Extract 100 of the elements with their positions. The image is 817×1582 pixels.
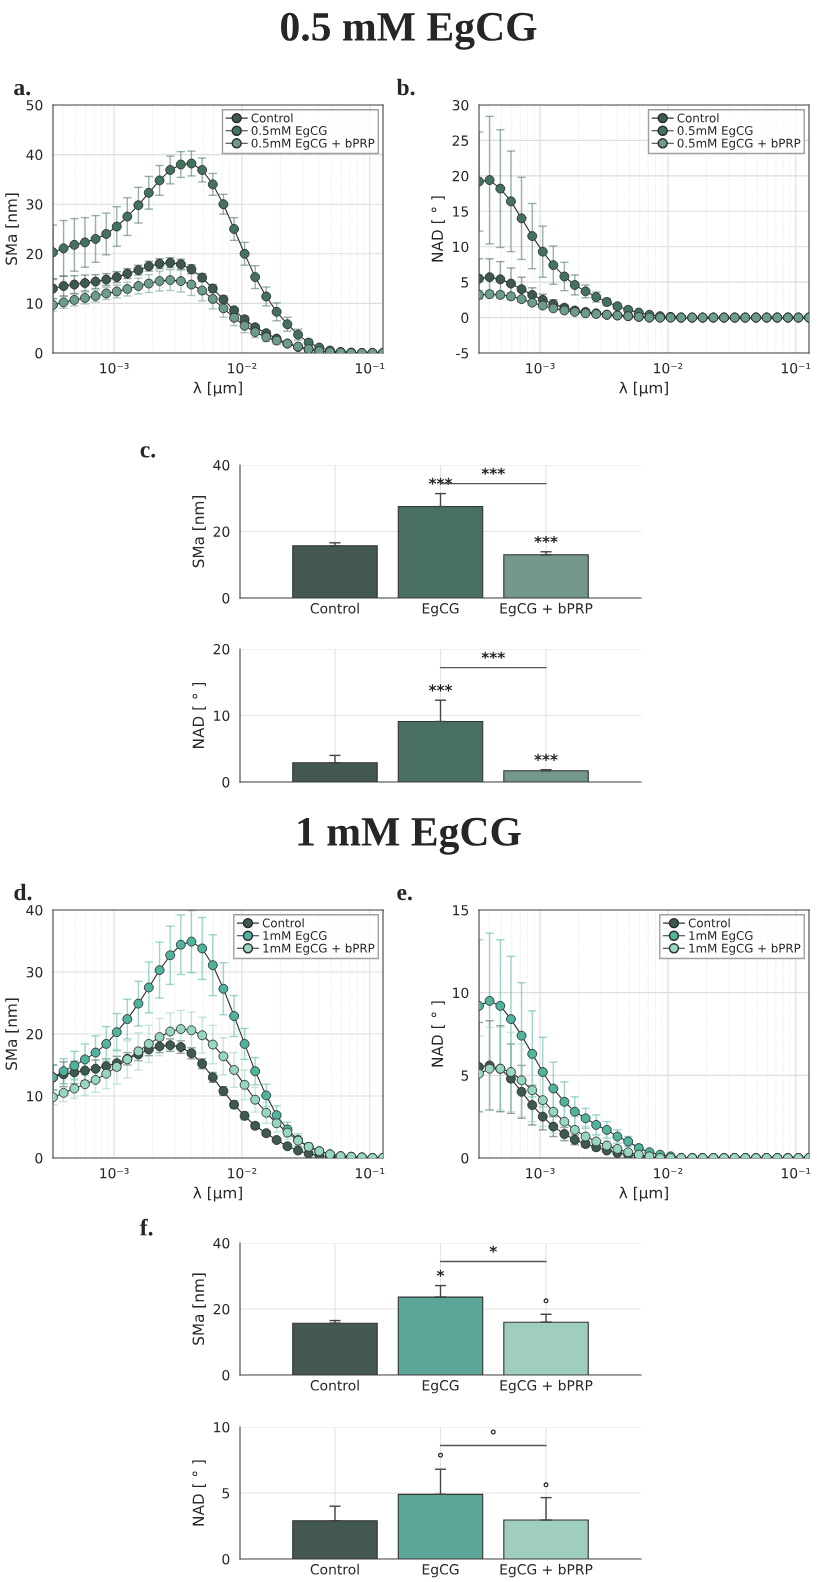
x-tick-label: EgCG (422, 1380, 459, 1394)
chart-title: e. (397, 888, 412, 901)
legend-label: 0.5mM EgCG (251, 126, 327, 138)
legend-label: 0.5mM EgCG (677, 126, 753, 138)
x-tick-label: EgCG + bPRP (500, 602, 593, 617)
y-axis-title: SMa [nm] (192, 496, 206, 568)
x-tick-label: 10⁻³ (100, 362, 129, 374)
x-tick-label: 10⁻¹ (781, 362, 811, 374)
y-tick-label: 20 (26, 248, 43, 260)
y-tick-label: 20 (213, 526, 230, 537)
legend-label: 1mM EgCG + bPRP (263, 943, 375, 955)
y-tick-label: 15 (453, 206, 469, 217)
y-axis-title: NAD [ ° ] (192, 682, 206, 748)
x-tick-label: 10⁻² (654, 362, 683, 374)
y-tick-label: 40 (213, 459, 230, 471)
y-tick-label: 30 (26, 199, 43, 210)
x-axis-title: λ [μm] (193, 381, 242, 397)
y-tick-label: 10 (27, 298, 43, 309)
y-axis-title: NAD [ ° ] (192, 1460, 206, 1526)
y-tick-label: 5 (461, 277, 469, 288)
chart-title: f. (139, 1218, 153, 1236)
legend-label: Control (688, 918, 730, 928)
y-tick-label: 50 (26, 99, 43, 111)
y-tick-label: 0 (222, 1553, 230, 1565)
y-tick-label: 20 (452, 170, 469, 182)
legend-label: 1mM EgCG + bPRP (689, 943, 801, 955)
annotation: * (436, 1269, 445, 1277)
x-tick-label: 10⁻³ (100, 1167, 129, 1179)
y-tick-label: 0 (461, 1152, 469, 1164)
y-tick-label: 30 (26, 966, 43, 978)
chart-title: b. (396, 78, 415, 96)
x-tick-label: 10⁻¹ (355, 1167, 385, 1179)
y-axis-title: NAD [ ° ] (431, 1001, 445, 1067)
y-tick-label: 20 (26, 1028, 43, 1040)
text: 0.5 mM EgCG (281, 12, 537, 50)
x-tick-label: 10⁻³ (526, 362, 555, 374)
y-tick-label: 0 (461, 312, 469, 324)
annotation: *** (481, 651, 505, 659)
x-tick-label: 10⁻² (654, 1167, 683, 1179)
x-tick-label: EgCG + bPRP (500, 1563, 593, 1578)
y-tick-label: 5 (461, 1070, 469, 1081)
legend-label: Control (262, 918, 304, 928)
x-tick-label: EgCG (422, 1564, 459, 1578)
y-tick-label: 10 (453, 987, 469, 999)
legend-label: 1mM EgCG (689, 931, 753, 943)
y-tick-label: 40 (213, 1237, 230, 1249)
y-axis-title: SMa [nm] (192, 1273, 206, 1345)
y-tick-label: 10 (27, 1090, 43, 1102)
y-axis-title: SMa [nm] (5, 193, 19, 265)
x-tick-label: Control (310, 602, 359, 614)
x-axis-title: λ [μm] (619, 1186, 668, 1202)
x-axis-title: λ [μm] (619, 381, 668, 397)
annotation: ° (543, 1298, 549, 1304)
y-tick-label: 30 (452, 99, 469, 111)
annotation: *** (534, 535, 558, 544)
legend-label: 1mM EgCG (263, 931, 327, 943)
y-tick-label: -5 (456, 348, 469, 359)
x-tick-label: 10⁻² (228, 362, 257, 374)
chart-title: c. (140, 446, 156, 458)
y-tick-label: 0 (222, 776, 230, 788)
legend-label: Control (677, 113, 719, 123)
annotation: ° (438, 1452, 443, 1458)
y-tick-label: 40 (26, 149, 43, 161)
y-tick-label: 10 (214, 710, 230, 721)
annotation: *** (481, 467, 505, 475)
y-tick-label: 0 (35, 347, 43, 359)
y-tick-label: 20 (213, 1303, 230, 1315)
annotation: ° (543, 1482, 549, 1488)
y-tick-label: 10 (214, 1421, 230, 1433)
chart-title: d. (14, 883, 32, 901)
y-tick-label: 0 (35, 1152, 43, 1164)
x-tick-label: 10⁻² (228, 1167, 257, 1179)
y-tick-label: 25 (452, 135, 469, 146)
legend-label: Control (251, 113, 293, 123)
x-tick-label: Control (310, 1379, 359, 1391)
annotation: * (489, 1245, 497, 1253)
x-tick-label: EgCG (422, 603, 459, 617)
x-tick-label: Control (310, 1563, 359, 1575)
y-tick-label: 5 (222, 1488, 230, 1499)
x-axis-title: λ [μm] (193, 1186, 242, 1202)
annotation: *** (534, 753, 558, 761)
chart-title: a. (14, 83, 31, 96)
legend-label: 0.5mM EgCG + bPRP (251, 138, 375, 150)
y-tick-label: 10 (453, 241, 469, 253)
y-axis-title: SMa [nm] (5, 998, 19, 1070)
y-tick-label: 20 (213, 643, 230, 655)
annotation: ° (490, 1429, 496, 1435)
y-tick-label: 15 (453, 905, 469, 916)
legend-label: 0.5mM EgCG + bPRP (677, 138, 801, 150)
x-tick-label: EgCG + bPRP (500, 1379, 593, 1394)
x-tick-label: 10⁻¹ (355, 362, 385, 374)
y-tick-label: 0 (222, 592, 230, 604)
x-tick-label: 10⁻¹ (781, 1167, 811, 1179)
y-tick-label: 40 (26, 904, 43, 916)
annotation: *** (428, 684, 453, 692)
y-axis-title: NAD [ ° ] (431, 196, 445, 262)
y-tick-label: 0 (222, 1369, 230, 1381)
annotation: *** (428, 477, 453, 485)
x-tick-label: 10⁻³ (526, 1167, 555, 1179)
text: 1 mM EgCG (298, 817, 521, 855)
